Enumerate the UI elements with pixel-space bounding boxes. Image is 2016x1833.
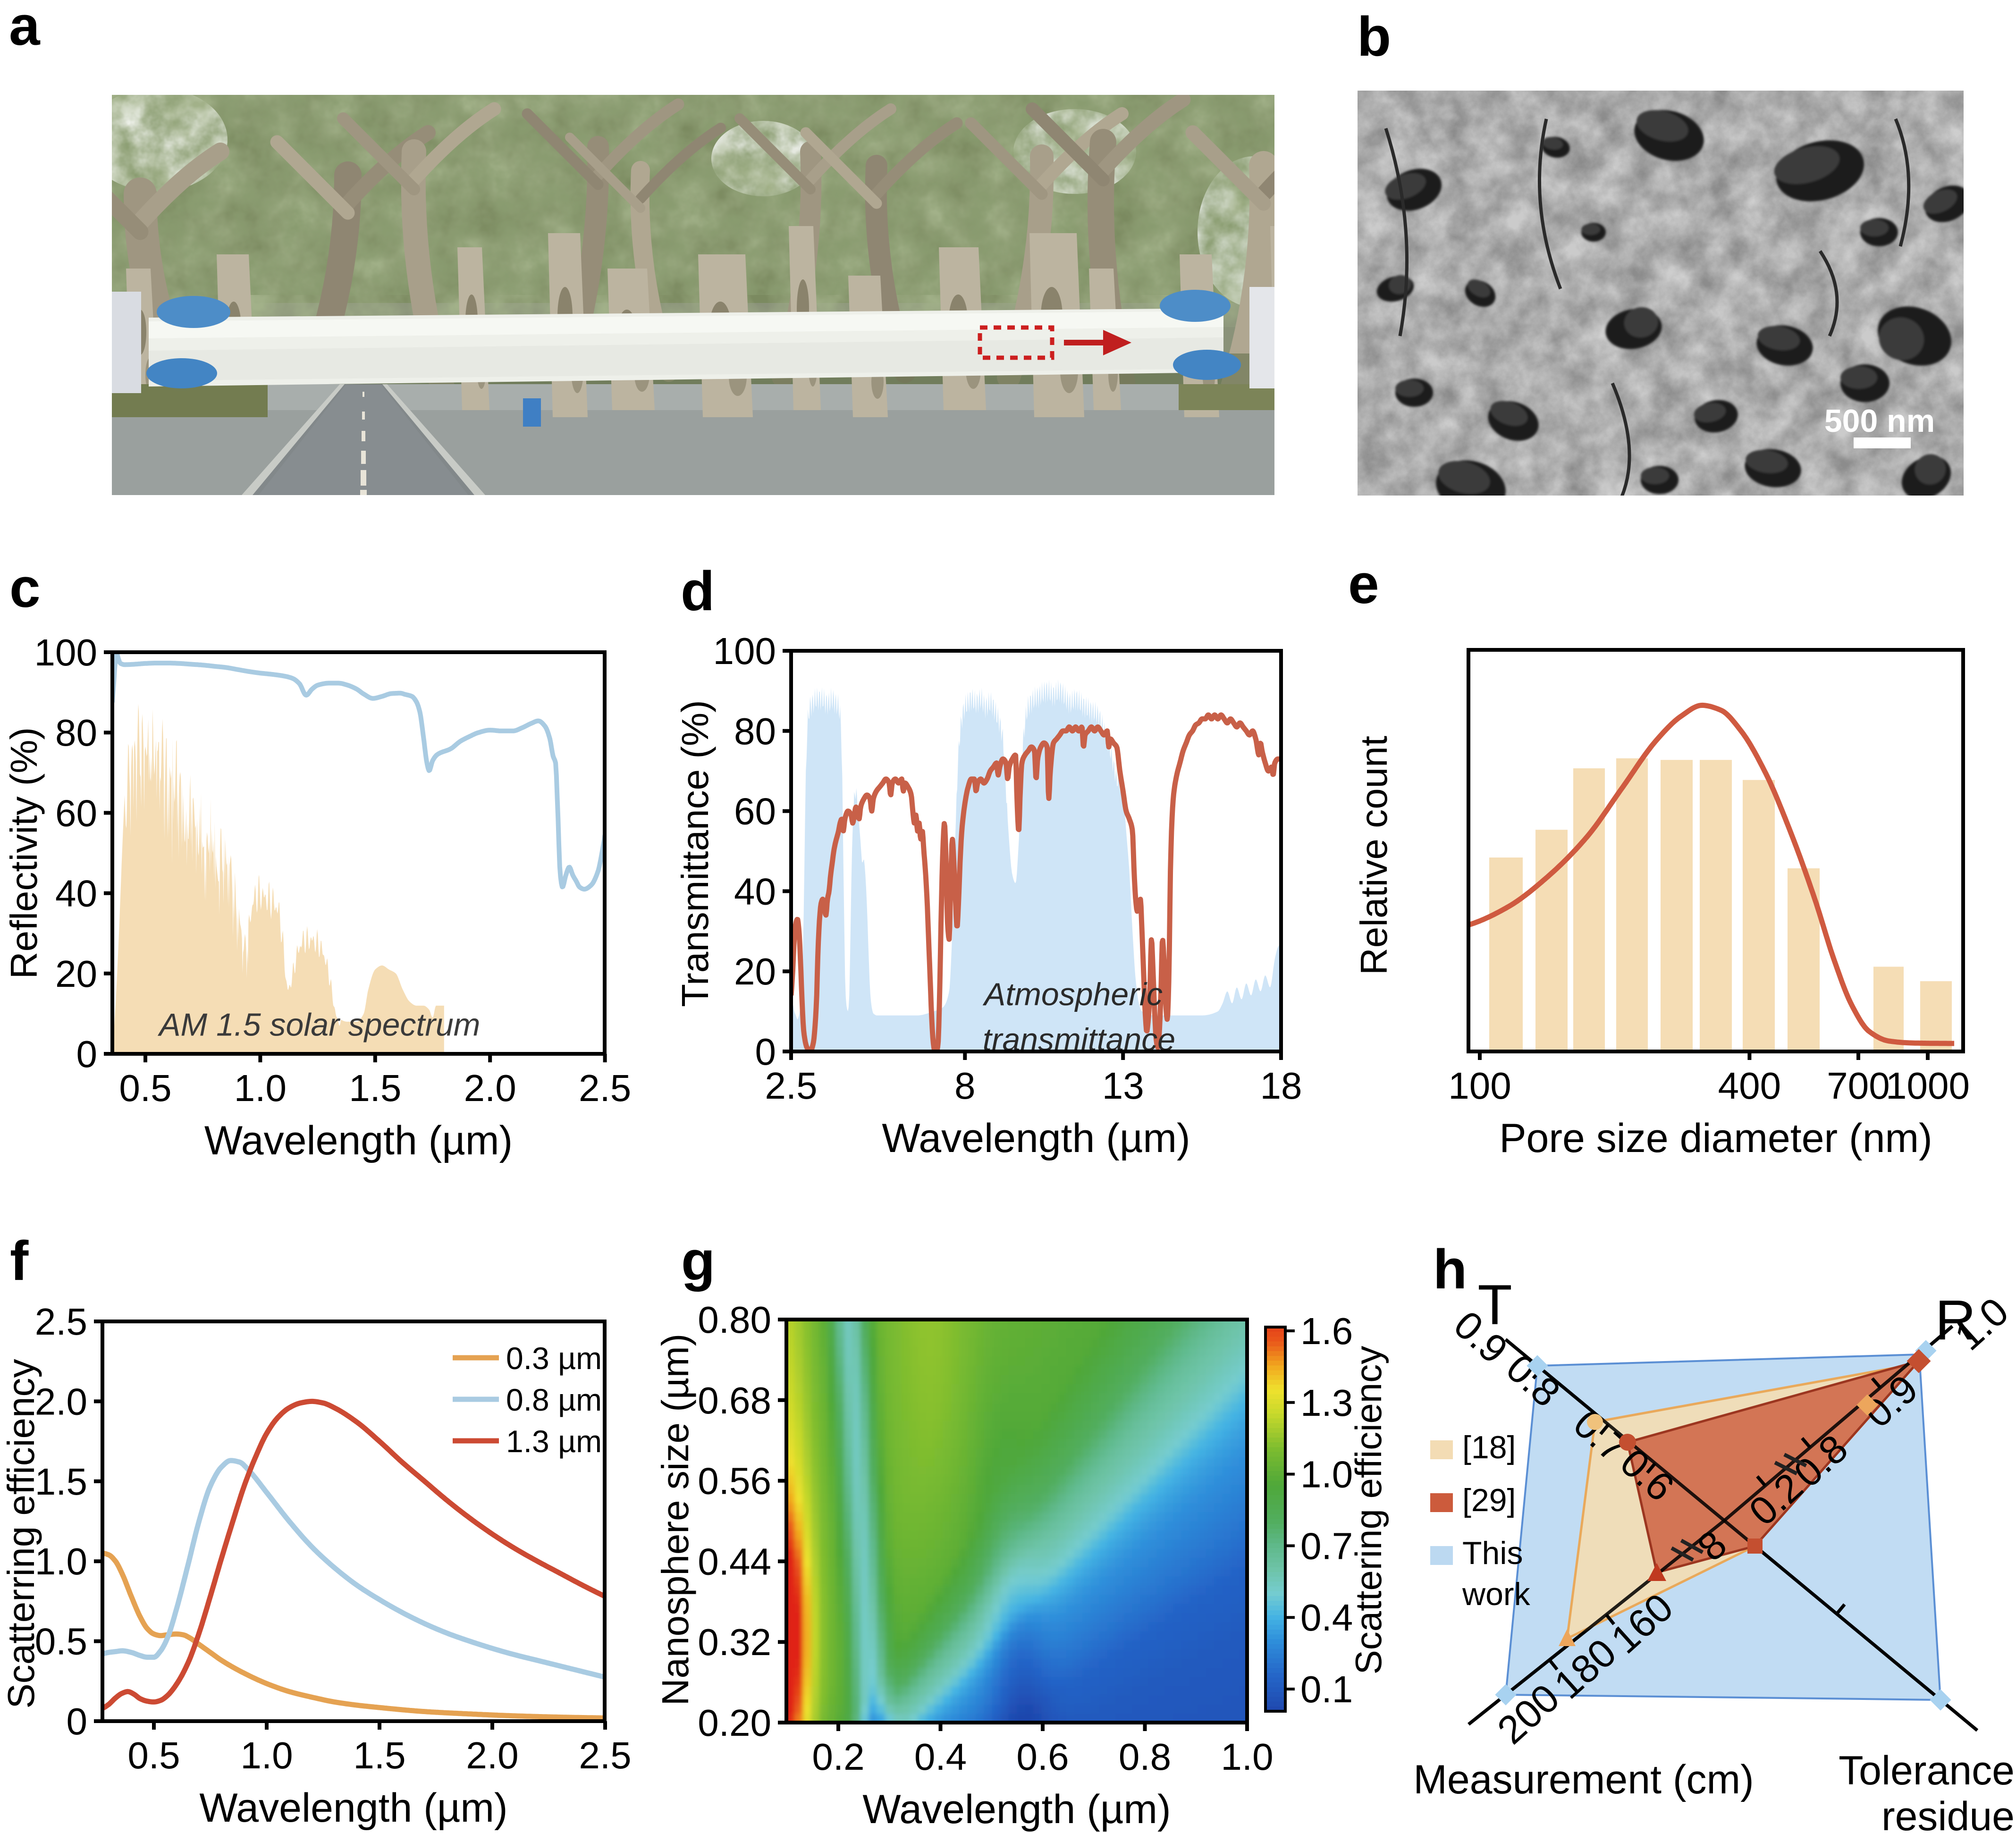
- svg-text:0.68: 0.68: [698, 1379, 771, 1421]
- svg-text:0.32: 0.32: [698, 1621, 771, 1663]
- svg-text:20: 20: [734, 950, 776, 992]
- svg-text:40: 40: [55, 873, 97, 915]
- svg-text:d: d: [681, 560, 715, 622]
- svg-text:100: 100: [1448, 1065, 1511, 1107]
- svg-text:1.5: 1.5: [349, 1067, 401, 1109]
- svg-text:residue: residue: [1881, 1794, 2015, 1833]
- svg-text:a: a: [9, 0, 41, 57]
- svg-text:1.0: 1.0: [234, 1067, 287, 1109]
- svg-text:0.4: 0.4: [914, 1736, 967, 1778]
- svg-text:0.20: 0.20: [698, 1702, 771, 1744]
- svg-text:Measurement (cm): Measurement (cm): [1413, 1757, 1754, 1802]
- svg-text:Nanosphere size (µm): Nanosphere size (µm): [654, 1334, 696, 1706]
- svg-text:b: b: [1357, 6, 1391, 68]
- svg-text:0.4: 0.4: [1300, 1597, 1353, 1639]
- svg-text:40: 40: [734, 870, 776, 912]
- svg-text:100: 100: [713, 630, 776, 672]
- svg-text:Atmospheric: Atmospheric: [982, 976, 1163, 1012]
- svg-text:500 nm: 500 nm: [1824, 403, 1935, 439]
- svg-text:AM 1.5 solar spectrum: AM 1.5 solar spectrum: [157, 1007, 480, 1043]
- svg-text:1.5: 1.5: [353, 1734, 405, 1776]
- svg-text:Wavelength (µm): Wavelength (µm): [882, 1116, 1190, 1161]
- svg-text:0: 0: [76, 1033, 98, 1075]
- svg-text:20: 20: [55, 953, 97, 995]
- svg-text:Wavelength (µm): Wavelength (µm): [204, 1118, 513, 1163]
- svg-text:1.3: 1.3: [1300, 1382, 1353, 1424]
- svg-text:Scattering efficiency: Scattering efficiency: [1348, 1346, 1389, 1675]
- svg-text:Pore size diameter (nm): Pore size diameter (nm): [1499, 1116, 1932, 1161]
- svg-text:2.0: 2.0: [464, 1067, 516, 1109]
- svg-text:Tolerance: Tolerance: [1839, 1748, 2015, 1793]
- svg-text:1.0: 1.0: [1221, 1736, 1273, 1778]
- svg-text:[29]: [29]: [1462, 1482, 1516, 1518]
- svg-text:Wavelength (µm): Wavelength (µm): [199, 1785, 507, 1831]
- svg-text:1.0: 1.0: [1300, 1454, 1353, 1496]
- svg-text:100: 100: [34, 631, 97, 673]
- svg-text:2.5: 2.5: [35, 1301, 87, 1343]
- svg-text:2.5: 2.5: [579, 1734, 631, 1776]
- svg-text:0.56: 0.56: [698, 1460, 771, 1502]
- svg-text:0.8 µm: 0.8 µm: [506, 1382, 602, 1417]
- svg-text:700: 700: [1827, 1065, 1889, 1107]
- svg-text:60: 60: [55, 792, 97, 834]
- svg-text:1.3 µm: 1.3 µm: [506, 1424, 602, 1459]
- svg-text:0.7: 0.7: [1300, 1525, 1353, 1567]
- svg-text:1.0: 1.0: [35, 1540, 87, 1582]
- svg-text:h: h: [1433, 1238, 1467, 1301]
- svg-text:0.5: 0.5: [127, 1734, 180, 1776]
- svg-text:1.0: 1.0: [240, 1734, 293, 1776]
- svg-text:0: 0: [755, 1031, 776, 1073]
- svg-text:0.44: 0.44: [698, 1540, 771, 1582]
- svg-text:60: 60: [734, 790, 776, 832]
- svg-text:1.6: 1.6: [1300, 1310, 1353, 1352]
- svg-text:400: 400: [1718, 1065, 1781, 1107]
- svg-text:2.0: 2.0: [35, 1380, 87, 1422]
- svg-text:2.5: 2.5: [765, 1065, 817, 1107]
- svg-text:0.5: 0.5: [119, 1067, 171, 1109]
- svg-text:Reflectivity (%): Reflectivity (%): [3, 727, 45, 979]
- svg-text:80: 80: [734, 710, 776, 752]
- svg-text:80: 80: [55, 712, 97, 754]
- svg-text:Wavelength (µm): Wavelength (µm): [862, 1787, 1171, 1832]
- svg-text:e: e: [1348, 553, 1379, 615]
- svg-text:[18]: [18]: [1462, 1429, 1516, 1465]
- svg-text:g: g: [681, 1230, 715, 1292]
- svg-text:0.5: 0.5: [35, 1621, 87, 1663]
- svg-text:0.80: 0.80: [698, 1299, 771, 1341]
- svg-text:0.3 µm: 0.3 µm: [506, 1341, 602, 1376]
- svg-text:work: work: [1462, 1576, 1531, 1612]
- svg-text:Relative count: Relative count: [1353, 736, 1395, 975]
- svg-text:Scatterring efficiency: Scatterring efficiency: [0, 1359, 42, 1708]
- svg-text:0.6: 0.6: [1016, 1736, 1069, 1778]
- svg-text:2.0: 2.0: [466, 1734, 518, 1776]
- svg-text:8: 8: [954, 1065, 976, 1107]
- svg-text:1.5: 1.5: [35, 1461, 87, 1503]
- svg-text:13: 13: [1102, 1065, 1144, 1107]
- svg-text:R: R: [1935, 1288, 1976, 1352]
- svg-text:f: f: [10, 1230, 29, 1292]
- svg-text:c: c: [9, 557, 41, 619]
- svg-text:0.2: 0.2: [812, 1736, 864, 1778]
- svg-text:18: 18: [1260, 1065, 1302, 1107]
- svg-text:0.8: 0.8: [1119, 1736, 1171, 1778]
- svg-text:0.1: 0.1: [1300, 1668, 1353, 1710]
- svg-text:2.5: 2.5: [579, 1067, 631, 1109]
- svg-text:1000: 1000: [1886, 1065, 1970, 1107]
- svg-text:This: This: [1462, 1535, 1523, 1571]
- svg-text:0: 0: [67, 1700, 88, 1742]
- svg-text:T: T: [1477, 1273, 1512, 1337]
- svg-text:Transmittance (%): Transmittance (%): [674, 700, 716, 1007]
